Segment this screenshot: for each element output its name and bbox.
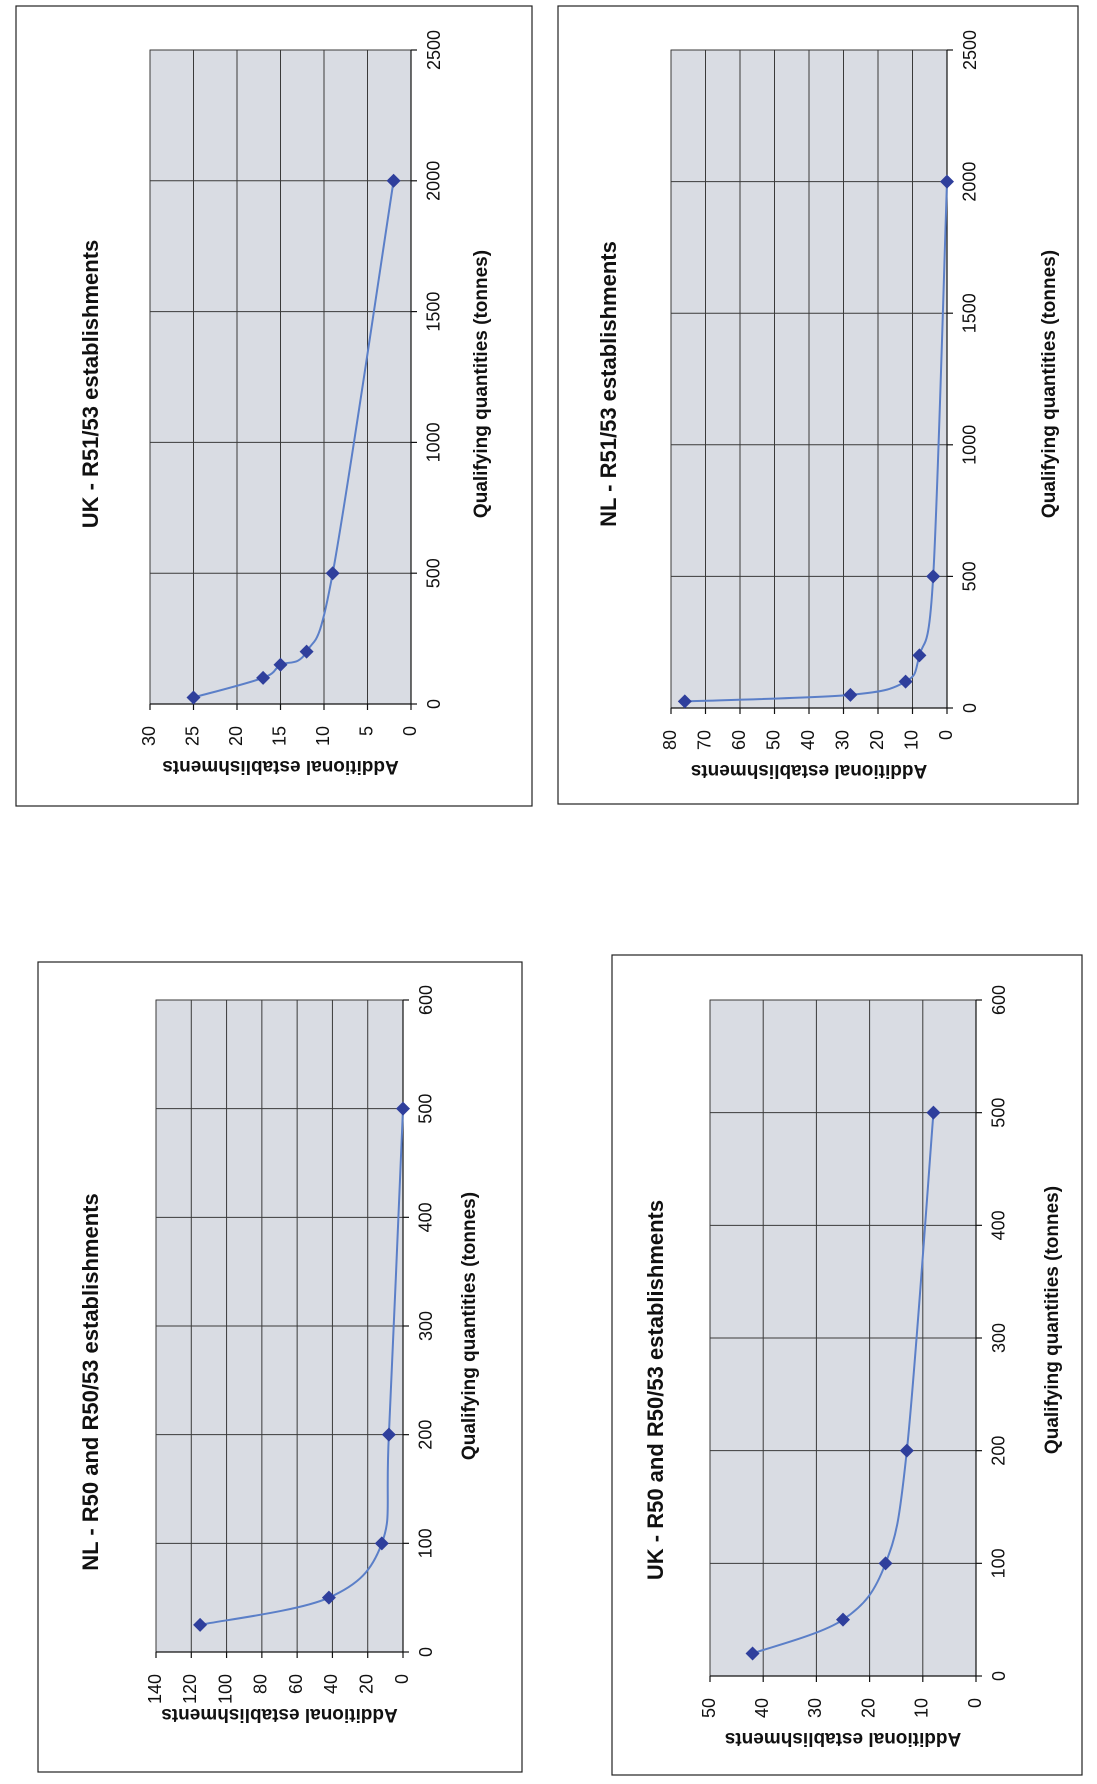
x-axis-label: Qualifying quantities (tonnes) bbox=[1039, 250, 1060, 518]
series-line bbox=[199, 1108, 404, 1626]
y-tick-label: 60 bbox=[286, 1674, 306, 1694]
y-tick-label: 20 bbox=[226, 726, 246, 746]
y-tick-label: 0 bbox=[392, 1674, 412, 1684]
chart-title: NL - R51/53 establishments bbox=[596, 241, 621, 527]
x-tick-label: 400 bbox=[989, 1210, 1009, 1240]
x-tick-label: 2000 bbox=[960, 162, 980, 202]
x-tick-label: 1000 bbox=[960, 425, 980, 465]
data-point-marker bbox=[940, 174, 954, 189]
y-axis-label: Additional establishments bbox=[162, 756, 398, 777]
chart-nl-r51: 0 500 1000 1500 2000 2500 0 10 20 30 40 50 60 70 80 NL … bbox=[557, 5, 1079, 805]
charts-root: 0100200300400500600020406080100120140NL … bbox=[15, 5, 1083, 1776]
x-tick-label: 200 bbox=[989, 1436, 1009, 1466]
x-tick-label: 600 bbox=[416, 985, 436, 1015]
y-tick-label: 80 bbox=[251, 1674, 271, 1694]
chart-title: NL - R50 and R50/53 establishments bbox=[78, 1193, 103, 1570]
data-point-marker bbox=[193, 1617, 208, 1632]
data-point-marker bbox=[843, 687, 858, 702]
y-tick-label: 20 bbox=[356, 1674, 376, 1694]
x-tick-label: 1500 bbox=[960, 293, 980, 333]
data-point-marker bbox=[321, 1590, 336, 1605]
y-tick-label: 0 bbox=[936, 730, 956, 740]
x-tick-label: 1500 bbox=[424, 292, 444, 332]
y-tick-label: 40 bbox=[798, 730, 818, 750]
y-tick-label: 40 bbox=[321, 1674, 341, 1694]
chart-nl-r50: 0 100 200 300 400 500 600 0 20 40 60 80 100 120 140 NL … bbox=[37, 961, 523, 1773]
y-axis-label: Additional establishments bbox=[691, 760, 927, 781]
y-tick-label: 30 bbox=[805, 1698, 825, 1718]
chart-title: UK - R50 and R50/53 establishments bbox=[643, 1200, 668, 1580]
y-tick-label: 30 bbox=[139, 726, 159, 746]
data-point-marker bbox=[898, 674, 913, 689]
data-point-marker bbox=[912, 648, 927, 663]
x-axis-label: Qualifying quantities (tonnes) bbox=[459, 1192, 480, 1460]
data-point-marker bbox=[396, 1101, 410, 1116]
y-tick-label: 50 bbox=[699, 1698, 719, 1718]
data-point-marker bbox=[677, 694, 692, 709]
x-tick-label: 500 bbox=[960, 561, 980, 591]
x-tick-label: 100 bbox=[989, 1548, 1009, 1578]
y-tick-label: 10 bbox=[912, 1698, 932, 1718]
x-tick-label: 500 bbox=[416, 1094, 436, 1124]
y-axis-label: Additional establishments bbox=[725, 1728, 961, 1749]
data-point-marker bbox=[836, 1612, 850, 1627]
data-point-marker bbox=[926, 1105, 941, 1120]
y-tick-label: 140 bbox=[145, 1674, 165, 1704]
x-tick-label: 300 bbox=[989, 1323, 1009, 1353]
chart-title: UK - R51/53 establishments bbox=[78, 240, 103, 529]
y-tick-label: 60 bbox=[729, 730, 749, 750]
y-tick-label: 20 bbox=[858, 1698, 878, 1718]
y-tick-label: 120 bbox=[180, 1674, 200, 1704]
data-point-marker bbox=[899, 1443, 914, 1458]
x-tick-label: 100 bbox=[416, 1528, 436, 1558]
y-tick-label: 20 bbox=[867, 730, 887, 750]
data-point-marker bbox=[745, 1646, 760, 1661]
y-tick-label: 80 bbox=[660, 730, 680, 750]
y-tick-label: 50 bbox=[763, 730, 783, 750]
data-point-marker bbox=[381, 1427, 396, 1442]
x-tick-label: 0 bbox=[424, 699, 444, 709]
x-tick-label: 600 bbox=[989, 985, 1009, 1015]
chart-uk-r50: 0 100 200 300 400 500 600 0 10 20 30 40 50 UK - R50 a… bbox=[611, 954, 1083, 1776]
y-axis-label: Additional establishments bbox=[161, 1704, 397, 1725]
x-tick-label: 0 bbox=[989, 1671, 1009, 1681]
x-tick-label: 2500 bbox=[424, 30, 444, 70]
x-tick-label: 400 bbox=[416, 1202, 436, 1232]
x-tick-label: 1000 bbox=[424, 422, 444, 462]
chart-uk-r51: 0 500 1000 1500 2000 2500 0 5 10 15 20 25 30 UK - R51… bbox=[15, 5, 533, 807]
x-tick-label: 500 bbox=[424, 558, 444, 588]
y-tick-label: 0 bbox=[965, 1698, 985, 1708]
data-point-marker bbox=[878, 1556, 893, 1571]
data-point-marker bbox=[256, 670, 271, 685]
x-axis-label: Qualifying quantities (tonnes) bbox=[471, 250, 492, 518]
data-point-marker bbox=[186, 690, 201, 705]
data-point-marker bbox=[386, 173, 401, 188]
data-point-marker bbox=[926, 569, 941, 584]
data-point-marker bbox=[273, 657, 288, 672]
y-tick-label: 70 bbox=[694, 730, 714, 750]
series-line bbox=[752, 1112, 935, 1655]
data-point-marker bbox=[299, 644, 314, 659]
y-tick-label: 10 bbox=[901, 730, 921, 750]
x-tick-label: 2500 bbox=[960, 30, 980, 70]
y-tick-label: 0 bbox=[400, 726, 420, 736]
y-tick-label: 15 bbox=[269, 726, 289, 746]
x-tick-label: 200 bbox=[416, 1420, 436, 1450]
data-point-marker bbox=[325, 566, 340, 581]
x-tick-label: 500 bbox=[989, 1098, 1009, 1128]
y-tick-label: 30 bbox=[832, 730, 852, 750]
x-tick-label: 0 bbox=[960, 703, 980, 713]
y-tick-label: 40 bbox=[752, 1698, 772, 1718]
x-tick-label: 0 bbox=[416, 1647, 436, 1657]
data-point-marker bbox=[374, 1536, 389, 1551]
x-axis-label: Qualifying quantities (tonnes) bbox=[1042, 1186, 1063, 1454]
y-tick-label: 100 bbox=[215, 1674, 235, 1704]
y-tick-label: 5 bbox=[356, 726, 376, 736]
x-tick-label: 2000 bbox=[424, 161, 444, 201]
y-tick-label: 25 bbox=[182, 726, 202, 746]
y-tick-label: 10 bbox=[313, 726, 333, 746]
x-tick-label: 300 bbox=[416, 1311, 436, 1341]
